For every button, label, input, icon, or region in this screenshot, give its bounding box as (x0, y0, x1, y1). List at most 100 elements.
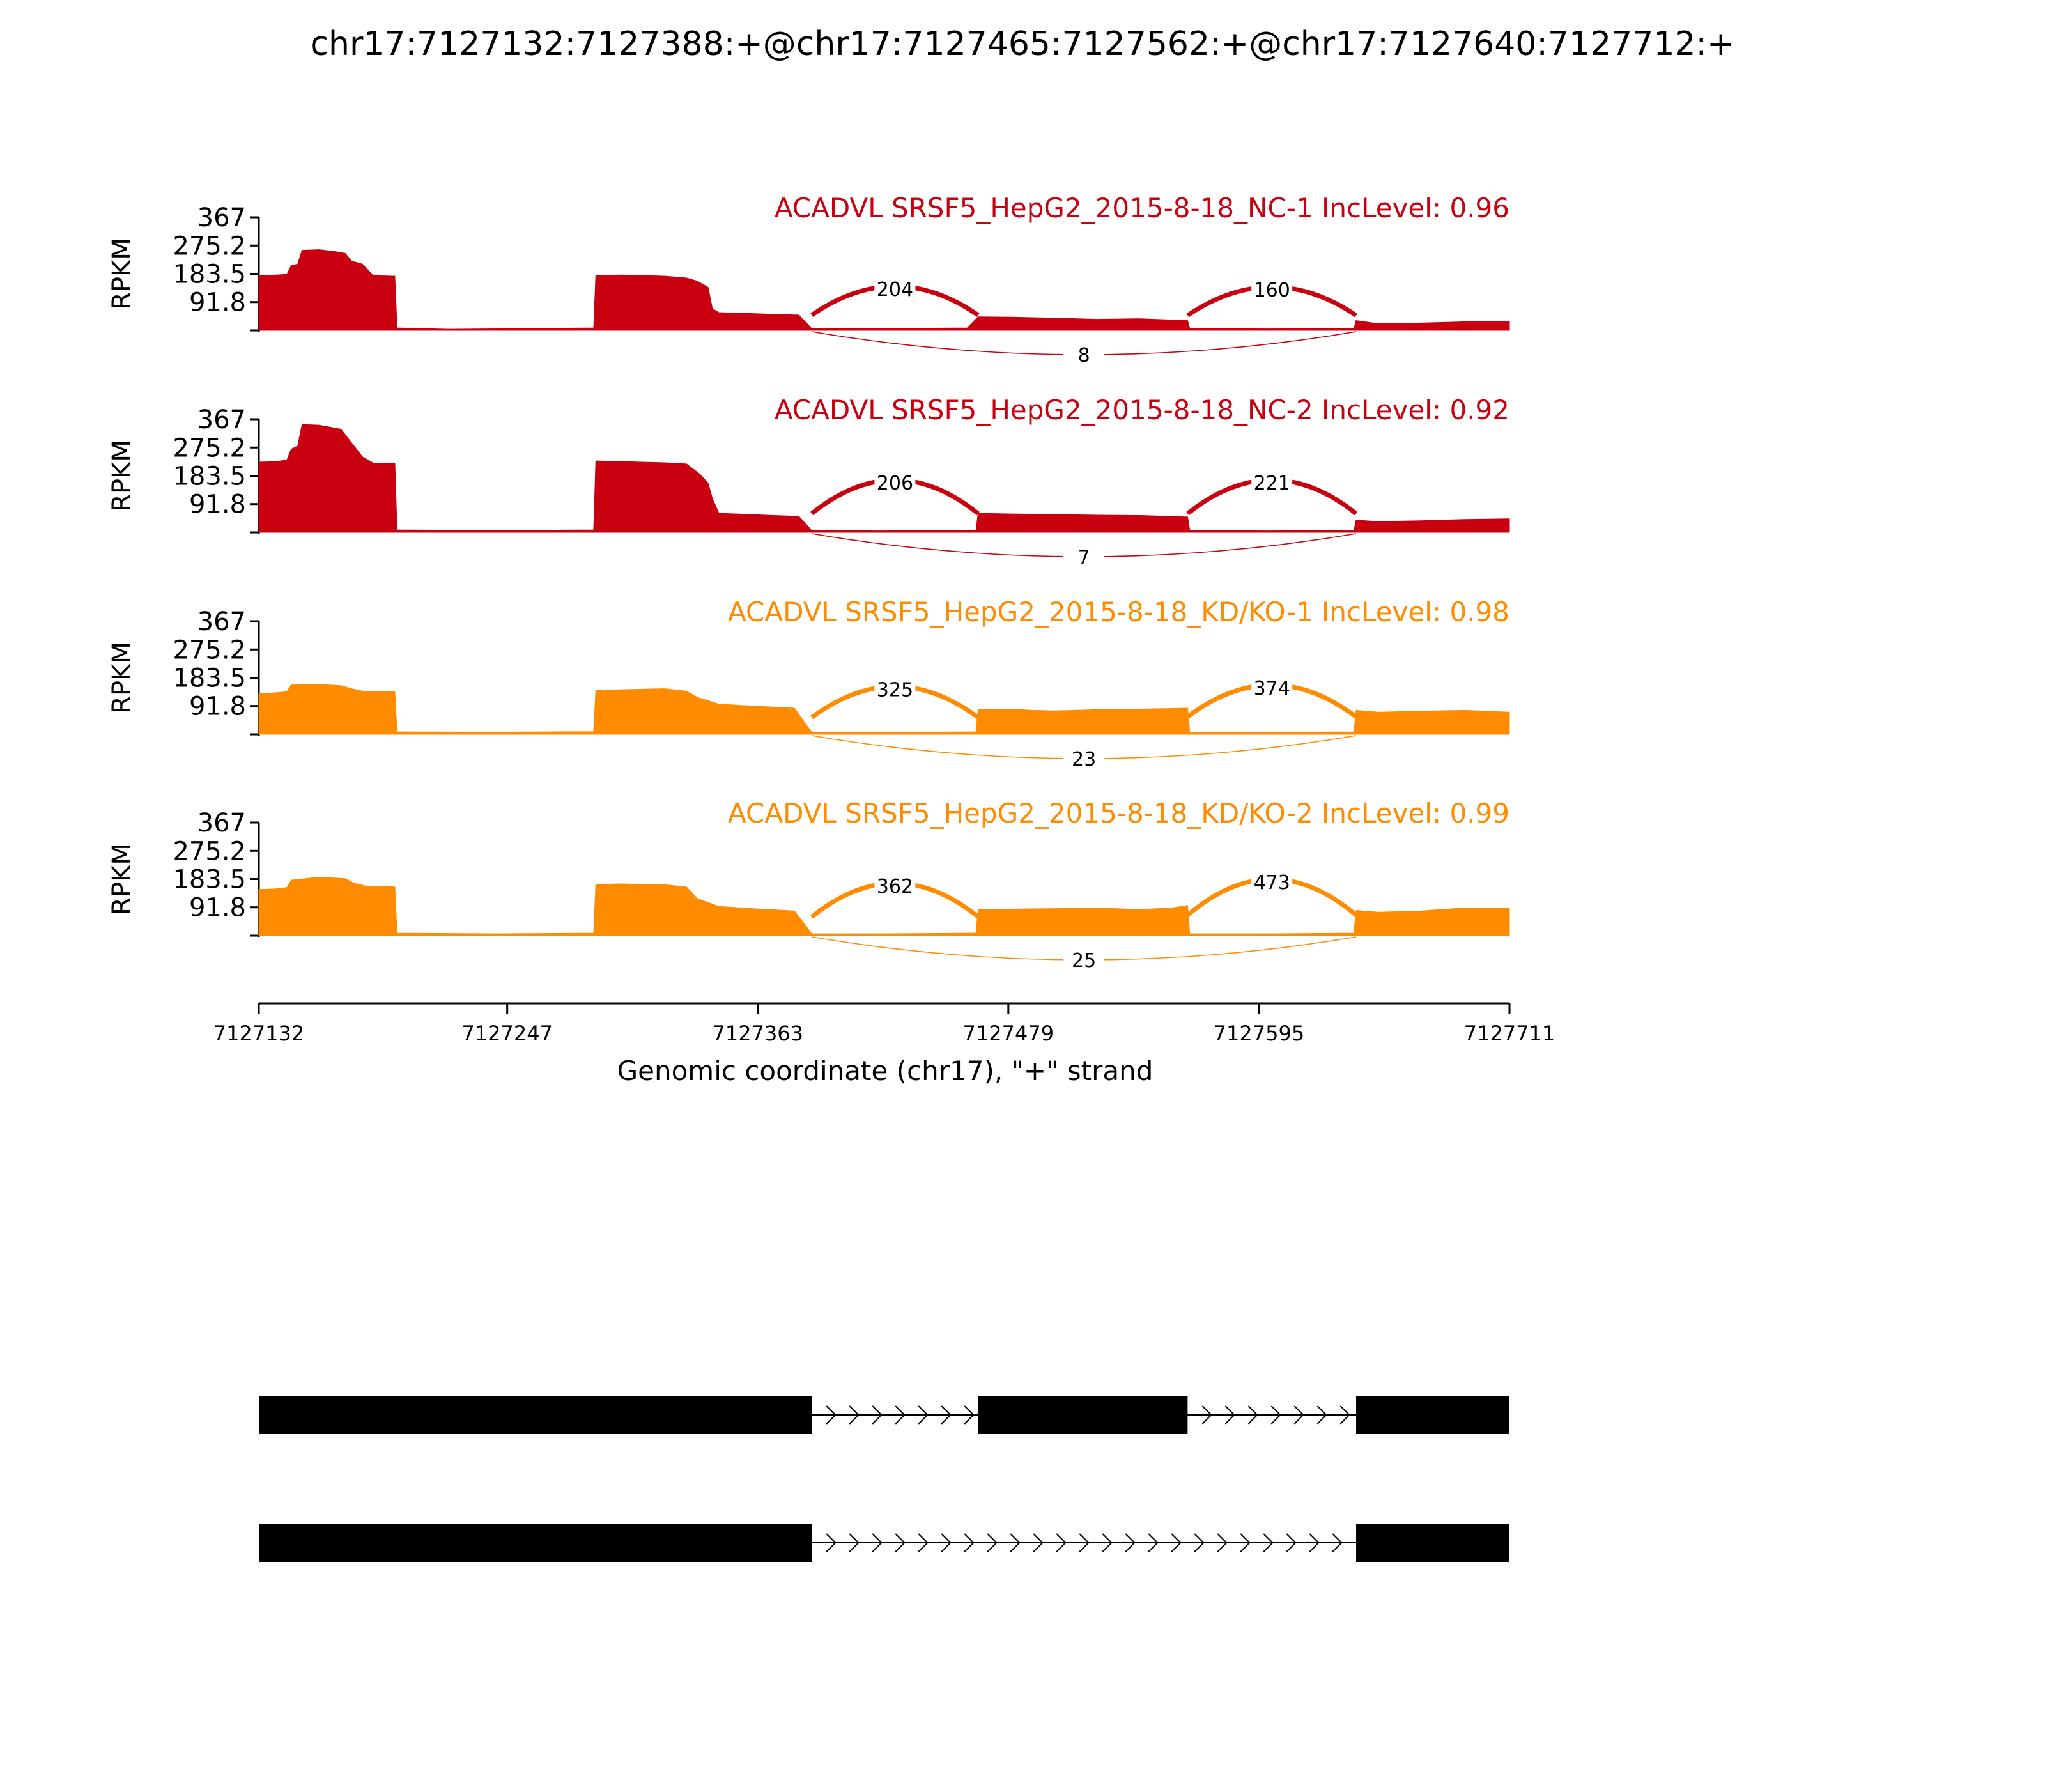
junction-label-box (1063, 343, 1105, 367)
exon-block (978, 1396, 1188, 1434)
x-tick-label: 7127132 (213, 1021, 305, 1046)
y-tick-label: 367 (197, 607, 246, 637)
exon-block (259, 1524, 812, 1562)
strand-chevron (964, 1533, 975, 1552)
y-tick-label: 275.2 (173, 433, 246, 463)
track-name: ACADVL SRSF5_HepG2_2015-8-18_KD/KO-1 Inc… (728, 596, 1509, 628)
strand-chevron (1339, 1405, 1350, 1425)
y-tick-label: 275.2 (173, 635, 246, 665)
x-axis-label: Genomic coordinate (chr17), "+" strand (617, 1055, 1154, 1086)
y-tick-label: 367 (197, 405, 246, 435)
exon-block (1356, 1396, 1509, 1434)
x-axis: 7127132 7127247 7127363 7127479 7127595 71277… (213, 1002, 1555, 1046)
strand-chevron (987, 1533, 998, 1552)
y-axis-label: RPKM (107, 440, 137, 512)
strand-chevron (964, 1405, 975, 1425)
junction-label-box (1251, 470, 1293, 495)
junction-count: 160 (1254, 279, 1290, 302)
junction-count: 25 (1072, 950, 1096, 972)
strand-chevron (895, 1405, 906, 1425)
strand-chevron (1102, 1533, 1113, 1552)
x-tick-label: 7127479 (963, 1021, 1054, 1046)
strand-chevron (826, 1405, 837, 1425)
junction-label-box (1063, 545, 1105, 569)
junction-count: 325 (877, 679, 913, 701)
figure-title: chr17:7127132:7127388:+@chr17:7127465:71… (310, 25, 1734, 63)
x-tick-label: 7127595 (1214, 1021, 1305, 1046)
y-axis-label: RPKM (107, 843, 137, 915)
strand-chevron (1263, 1533, 1274, 1552)
strand-chevron (941, 1405, 952, 1425)
y-axis-label: RPKM (107, 238, 137, 310)
strand-chevron (941, 1533, 952, 1552)
junction-count: 204 (877, 279, 913, 301)
strand-chevron (1125, 1533, 1136, 1552)
coverage-area (258, 249, 1510, 331)
y-tick-label: 91.8 (189, 692, 246, 722)
junction-count: 23 (1072, 748, 1096, 771)
strand-chevron (918, 1533, 929, 1552)
strand-chevron (872, 1405, 883, 1425)
coverage-area (258, 876, 1510, 936)
strand-chevron (849, 1533, 860, 1552)
y-tick-label: 91.8 (189, 490, 246, 520)
strand-chevron (1316, 1405, 1327, 1425)
y-tick-label: 275.2 (173, 231, 246, 261)
strand-chevron (1148, 1533, 1159, 1552)
junction-count: 362 (877, 876, 913, 898)
strand-chevron (895, 1533, 906, 1552)
strand-chevron (1171, 1533, 1182, 1552)
junction-count: 473 (1254, 872, 1290, 894)
exon-block (1356, 1524, 1509, 1562)
strand-chevron (1286, 1533, 1297, 1552)
strand-chevron (1309, 1533, 1320, 1552)
track-name: ACADVL SRSF5_HepG2_2015-8-18_NC-1 IncLev… (775, 192, 1509, 224)
junction-count: 206 (877, 472, 913, 495)
junction-label-box (1251, 869, 1293, 894)
y-tick-label: 183.5 (173, 462, 246, 491)
strand-chevron (1194, 1533, 1205, 1552)
strand-chevron (1247, 1405, 1258, 1425)
junction-count: 7 (1078, 546, 1090, 569)
y-tick-label: 91.8 (189, 893, 246, 923)
strand-chevron (1010, 1533, 1021, 1552)
strand-chevron (849, 1405, 860, 1425)
junction-count: 8 (1078, 344, 1090, 367)
coverage-area (258, 684, 1510, 735)
y-tick-label: 183.5 (173, 865, 246, 895)
y-tick-label: 367 (197, 808, 246, 838)
junction-count: 374 (1254, 677, 1290, 700)
isoform-models (259, 1396, 1509, 1562)
coverage-area (258, 424, 1510, 533)
junction-label-box (874, 470, 916, 495)
exon-block (259, 1396, 812, 1434)
y-tick-label: 367 (197, 203, 246, 233)
y-tick-label: 183.5 (173, 260, 246, 290)
strand-chevron (1332, 1533, 1343, 1552)
strand-chevron (1217, 1533, 1228, 1552)
junction-label-box (874, 277, 916, 302)
x-tick-label: 7127711 (1464, 1021, 1555, 1046)
junction-label-box (1251, 277, 1293, 302)
strand-chevron (872, 1533, 883, 1552)
strand-chevron (1056, 1533, 1067, 1552)
y-tick-label: 183.5 (173, 664, 246, 693)
isoform-model (259, 1396, 1509, 1434)
junction-label-box (1251, 675, 1293, 700)
junction-label-box (1063, 948, 1105, 972)
y-axis-label: RPKM (107, 642, 137, 714)
y-tick-label: 91.8 (189, 288, 246, 318)
strand-chevron (1240, 1533, 1251, 1552)
strand-chevron (1201, 1405, 1212, 1425)
x-tick-label: 7127363 (713, 1021, 804, 1046)
x-tick-label: 7127247 (461, 1021, 553, 1046)
isoform-model (259, 1524, 1509, 1562)
track-name: ACADVL SRSF5_HepG2_2015-8-18_KD/KO-2 Inc… (728, 798, 1509, 829)
strand-chevron (1270, 1405, 1281, 1425)
track-name: ACADVL SRSF5_HepG2_2015-8-18_NC-2 IncLev… (775, 394, 1509, 426)
